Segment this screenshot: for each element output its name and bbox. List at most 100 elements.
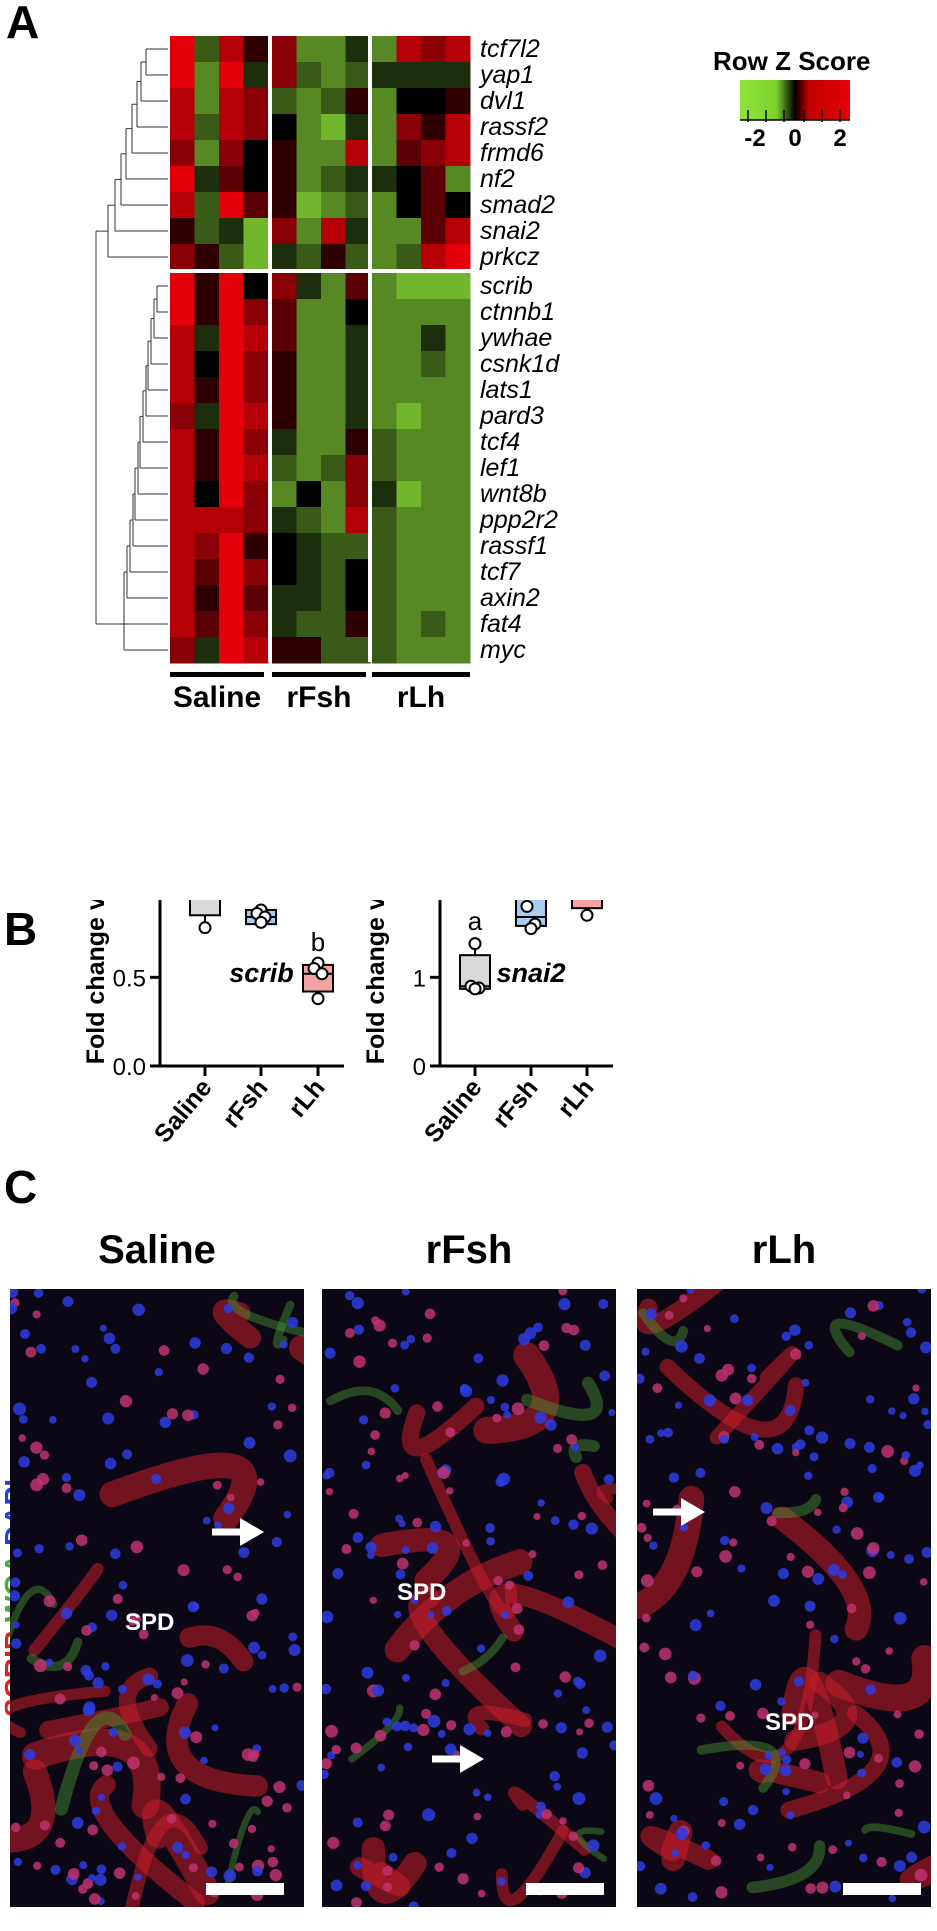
- nucleus: [30, 1441, 43, 1454]
- nucleus: [228, 1838, 239, 1849]
- nucleus: [857, 1732, 869, 1744]
- nucleus: [572, 1676, 583, 1687]
- nucleus: [764, 1751, 773, 1760]
- nucleus: [201, 1660, 210, 1669]
- heatmap-cell: [321, 533, 346, 560]
- heatmap-cell: [243, 351, 269, 378]
- nucleus: [485, 1523, 495, 1533]
- nucleus: [675, 1340, 688, 1353]
- nucleus: [533, 1513, 541, 1521]
- heatmap-cell: [194, 403, 220, 430]
- scrib-stain-region: [784, 1671, 857, 1751]
- nucleus: [920, 1341, 931, 1354]
- nucleus: [675, 1827, 689, 1841]
- heatmap-cell: [272, 559, 297, 586]
- nucleus: [409, 1640, 420, 1651]
- nucleus: [34, 1543, 44, 1554]
- heatmap-cell: [296, 88, 322, 115]
- heatmap-cell: [219, 218, 244, 245]
- gene-label: csnk1d: [480, 350, 560, 378]
- nucleus: [110, 1548, 121, 1560]
- heatmap-cell: [372, 62, 397, 89]
- nucleus: [238, 1547, 250, 1558]
- nucleus: [921, 1547, 931, 1558]
- heatmap-cell: [372, 192, 397, 219]
- nucleus: [555, 1722, 567, 1734]
- heatmap-cell: [396, 36, 422, 63]
- heatmap-cell: [445, 377, 471, 404]
- nucleus: [350, 1742, 362, 1754]
- heatmap-cell: [321, 299, 346, 326]
- nucleus: [799, 1758, 811, 1770]
- group-bar: [372, 672, 470, 677]
- nucleus: [181, 1850, 190, 1860]
- nucleus: [886, 1551, 895, 1560]
- nucleus: [570, 1443, 580, 1452]
- nucleus: [804, 1425, 815, 1436]
- nucleus: [273, 1780, 286, 1793]
- nucleus: [325, 1487, 334, 1496]
- x-tick-label: rFsh: [487, 1074, 543, 1134]
- heatmap-cell: [396, 140, 422, 167]
- heatmap-cell: [421, 299, 446, 326]
- nucleus: [804, 1600, 816, 1612]
- nucleus: [912, 1384, 920, 1392]
- nucleus: [472, 1788, 481, 1797]
- nucleus: [786, 1552, 795, 1562]
- gene-label: nf2: [480, 165, 515, 193]
- nucleus: [893, 1860, 906, 1872]
- nucleus: [81, 1625, 92, 1636]
- nucleus: [568, 1519, 579, 1530]
- nucleus: [559, 1671, 571, 1683]
- nucleus: [261, 1795, 273, 1807]
- group-label: rFsh: [286, 681, 351, 714]
- nucleus: [670, 1814, 678, 1823]
- heatmap-cell: [445, 299, 471, 326]
- heatmap-cell: [194, 377, 220, 404]
- nucleus: [777, 1697, 786, 1706]
- scrib-stain-region: [495, 1825, 569, 1907]
- scrib-stain-region: [179, 1625, 254, 1672]
- nucleus: [801, 1565, 815, 1578]
- heatmap-cell: [272, 455, 297, 482]
- legend-tick-label: 2: [833, 125, 846, 152]
- nucleus: [867, 1542, 880, 1555]
- data-point: [315, 967, 329, 981]
- nucleus: [736, 1761, 745, 1770]
- heatmap-cell: [243, 429, 269, 456]
- nucleus: [446, 1487, 454, 1495]
- nucleus: [779, 1764, 792, 1777]
- heatmap-cell: [396, 114, 422, 141]
- scrib-stain-region: [39, 1698, 169, 1740]
- wga-stain-region: [772, 1494, 822, 1519]
- nucleus: [706, 1609, 715, 1618]
- heatmap-cell: [170, 36, 195, 63]
- nucleus: [190, 1731, 203, 1744]
- heatmap-cell: [372, 429, 397, 456]
- heatmap-cell: [170, 244, 195, 271]
- nucleus: [828, 1845, 838, 1854]
- heatmap-cell: [296, 611, 322, 638]
- scrib-stain-region: [780, 1704, 890, 1819]
- heatmap-cell: [194, 351, 220, 378]
- heatmap-cell: [396, 62, 422, 89]
- nucleus: [122, 1449, 133, 1460]
- heatmap-cell: [421, 218, 446, 245]
- heatmap-cell: [445, 351, 471, 378]
- nucleus: [222, 1565, 232, 1575]
- nucleus: [701, 1841, 711, 1850]
- nucleus: [427, 1714, 441, 1728]
- nucleus: [138, 1629, 149, 1640]
- y-tick-label: 0.0: [113, 1054, 146, 1081]
- nucleus: [189, 1337, 201, 1349]
- nucleus: [645, 1308, 657, 1320]
- nucleus: [573, 1862, 585, 1874]
- nucleus: [361, 1666, 374, 1679]
- heatmap-cell: [421, 637, 446, 664]
- heatmap-cell: [296, 559, 322, 586]
- nucleus: [250, 1749, 260, 1759]
- nucleus: [441, 1679, 450, 1687]
- nucleus: [806, 1620, 815, 1629]
- heatmap-cell: [170, 140, 195, 167]
